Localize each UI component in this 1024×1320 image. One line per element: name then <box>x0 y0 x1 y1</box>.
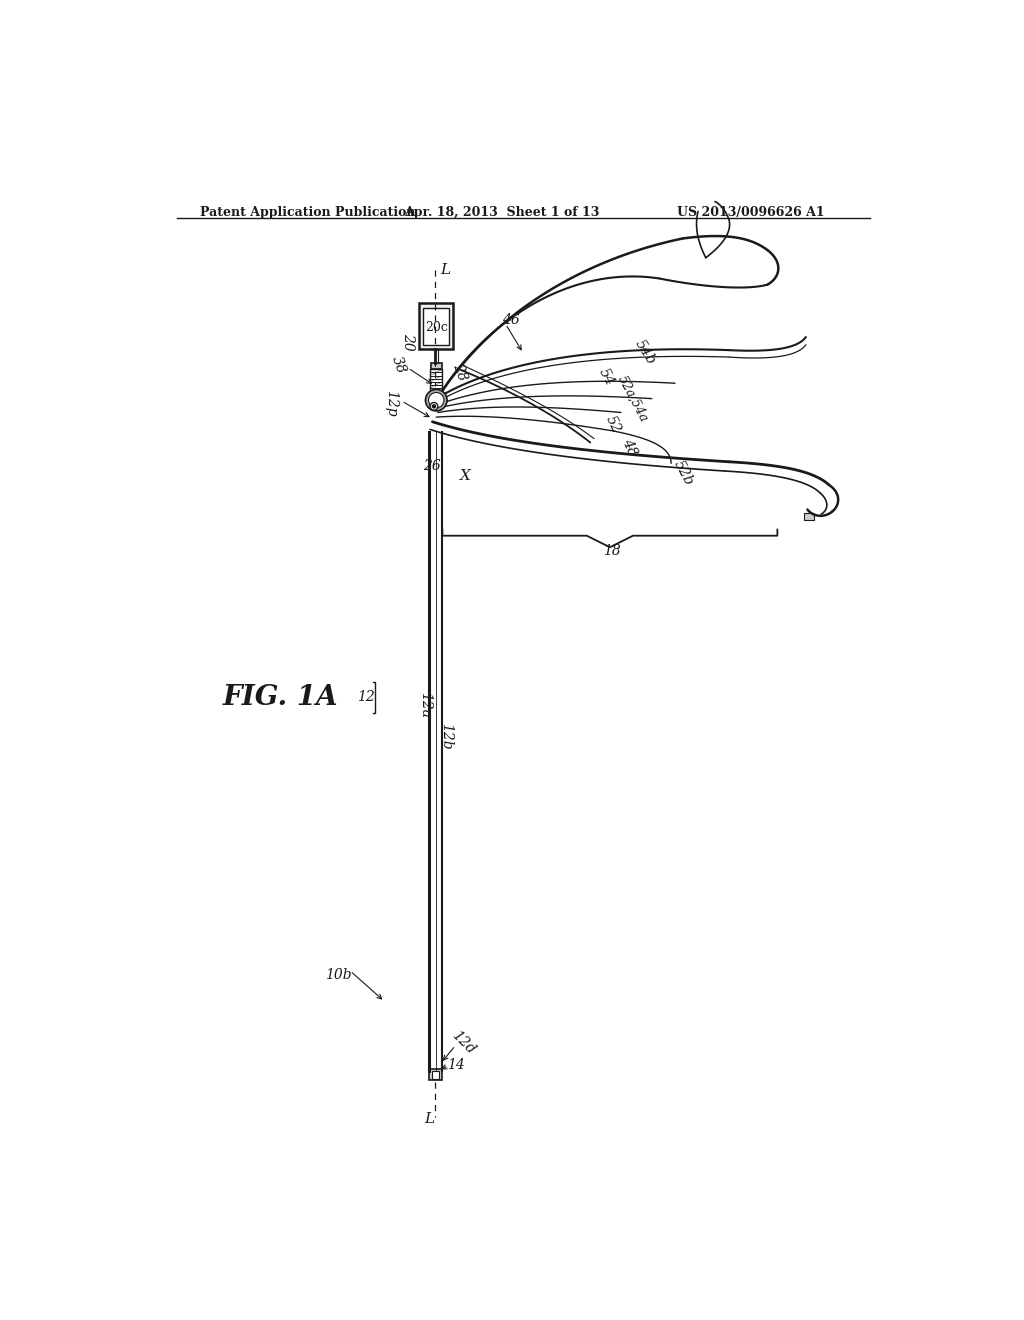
Bar <box>432 1071 438 1078</box>
Bar <box>429 1069 442 1080</box>
Text: 54: 54 <box>596 366 616 388</box>
Text: 18: 18 <box>603 544 621 558</box>
Bar <box>431 363 441 370</box>
Text: 12: 12 <box>356 690 375 705</box>
Circle shape <box>430 403 438 411</box>
Text: 12a: 12a <box>418 692 432 718</box>
Text: 20c: 20c <box>425 321 447 334</box>
Bar <box>419 304 454 350</box>
Text: L: L <box>440 263 451 277</box>
Text: 12d: 12d <box>449 1028 477 1057</box>
Text: 52a,54a: 52a,54a <box>614 374 650 424</box>
Text: 48: 48 <box>620 436 640 458</box>
Text: 12p: 12p <box>384 389 397 417</box>
Circle shape <box>429 392 444 408</box>
Text: 26: 26 <box>424 459 441 474</box>
Text: 52: 52 <box>602 413 623 436</box>
Text: 12b: 12b <box>439 722 454 750</box>
Text: 52b: 52b <box>671 458 696 487</box>
Circle shape <box>432 405 435 408</box>
Text: US 2013/0096626 A1: US 2013/0096626 A1 <box>677 206 825 219</box>
Text: 28: 28 <box>451 362 470 383</box>
Bar <box>804 513 813 520</box>
Text: Patent Application Publication: Patent Application Publication <box>200 206 416 219</box>
Text: 14: 14 <box>446 1059 464 1072</box>
Text: 20: 20 <box>400 333 415 351</box>
Text: 10b: 10b <box>326 968 352 982</box>
Text: 46: 46 <box>502 313 520 327</box>
Bar <box>430 370 442 395</box>
Bar <box>423 308 450 345</box>
Text: L: L <box>424 1113 434 1126</box>
Bar <box>419 342 454 350</box>
Text: 38: 38 <box>389 354 409 375</box>
Text: FIG. 1A: FIG. 1A <box>223 684 339 711</box>
Text: Apr. 18, 2013  Sheet 1 of 13: Apr. 18, 2013 Sheet 1 of 13 <box>403 206 599 219</box>
Circle shape <box>425 389 447 411</box>
Text: X: X <box>460 469 471 483</box>
Text: 54b: 54b <box>632 338 657 367</box>
